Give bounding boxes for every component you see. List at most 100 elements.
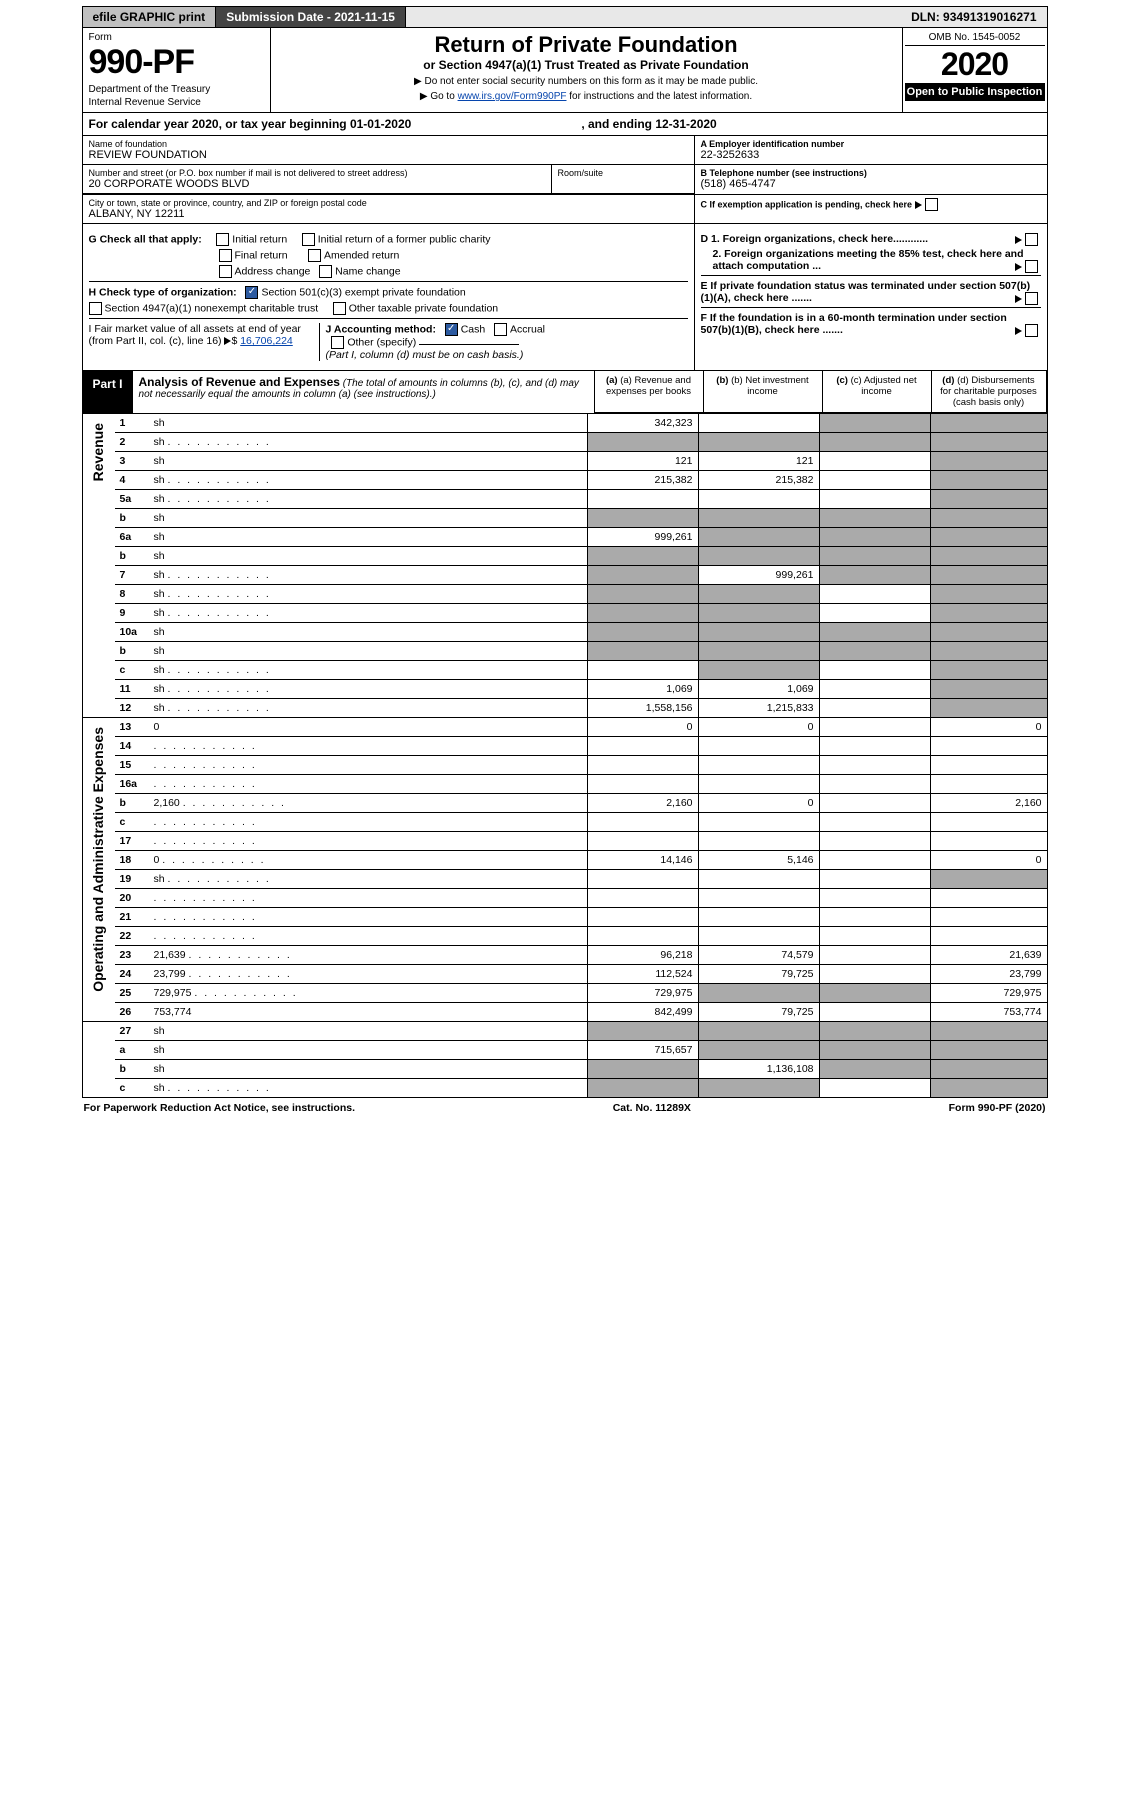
table-row: 20 (82, 889, 1047, 908)
table-row: 6ash999,261 (82, 528, 1047, 547)
info-name-row: Name of foundation REVIEW FOUNDATION A E… (82, 136, 1048, 165)
info-city-row: City or town, state or province, country… (82, 195, 1048, 224)
expenses-section-label: Operating and Administrative Expenses (88, 721, 108, 998)
tax-year: 2020 (905, 46, 1045, 83)
room-label: Room/suite (558, 168, 688, 178)
open-public: Open to Public Inspection (905, 83, 1045, 101)
section-h-title: H Check type of organization: (89, 286, 237, 298)
cb-initial-return[interactable] (216, 233, 229, 246)
table-row: ash715,657 (82, 1041, 1047, 1060)
goto-line: ▶ Go to www.irs.gov/Form990PF for instru… (277, 91, 896, 102)
cat-no: Cat. No. 11289X (613, 1102, 691, 1114)
table-row: 22 (82, 927, 1047, 946)
arrow-icon (1015, 327, 1022, 335)
part-1-title: Analysis of Revenue and Expenses (139, 375, 340, 389)
ein-value: 22-3252633 (701, 149, 1041, 161)
table-row: Operating and Administrative Expenses130… (82, 718, 1047, 737)
arrow-icon (1015, 263, 1022, 271)
cb-4947a1[interactable] (89, 302, 102, 315)
addr-value: 20 CORPORATE WOODS BLVD (89, 178, 545, 190)
city-label: City or town, state or province, country… (89, 198, 688, 208)
col-b-header: (b) (b) Net investment income (703, 371, 822, 413)
table-row: 26753,774842,49979,725753,774 (82, 1003, 1047, 1022)
cb-address-change[interactable] (219, 265, 232, 278)
form-title: Return of Private Foundation (277, 32, 896, 58)
table-row: bsh (82, 547, 1047, 566)
table-row: 11sh 1,0691,069 (82, 680, 1047, 699)
efile-print-button[interactable]: efile GRAPHIC print (83, 7, 217, 27)
cb-accrual[interactable] (494, 323, 507, 336)
city-value: ALBANY, NY 12211 (89, 208, 688, 220)
section-d2: 2. Foreign organizations meeting the 85%… (713, 248, 1024, 272)
table-row: bsh (82, 642, 1047, 661)
table-row: 12sh 1,558,1561,215,833 (82, 699, 1047, 718)
table-row: 3sh121121 (82, 452, 1047, 471)
tel-value: (518) 465-4747 (701, 178, 1041, 190)
table-row: Revenue1sh342,323 (82, 414, 1047, 433)
section-j-note: (Part I, column (d) must be on cash basi… (326, 349, 524, 361)
form-footer: Form 990-PF (2020) (949, 1102, 1046, 1114)
section-j-title: J Accounting method: (326, 323, 436, 335)
cb-other-taxable[interactable] (333, 302, 346, 315)
table-row: csh (82, 1079, 1047, 1098)
arrow-icon (915, 201, 922, 209)
ssn-warning: ▶ Do not enter social security numbers o… (277, 76, 896, 87)
section-f: F If the foundation is in a 60-month ter… (701, 312, 1007, 336)
form-url-link[interactable]: www.irs.gov/Form990PF (458, 91, 567, 102)
cb-f[interactable] (1025, 324, 1038, 337)
calendar-year-line: For calendar year 2020, or tax year begi… (82, 113, 1048, 136)
cb-name-change[interactable] (319, 265, 332, 278)
table-row: 25729,975 729,975729,975 (82, 984, 1047, 1003)
table-row: 4sh 215,382215,382 (82, 471, 1047, 490)
cb-501c3[interactable] (245, 286, 258, 299)
part-1-header: Part I Analysis of Revenue and Expenses … (82, 371, 1048, 414)
table-row: 21 (82, 908, 1047, 927)
table-row: c (82, 813, 1047, 832)
table-row: 9sh (82, 604, 1047, 623)
table-row: bsh (82, 509, 1047, 528)
fmv-link[interactable]: 16,706,224 (240, 335, 293, 347)
section-c-label: C If exemption application is pending, c… (701, 199, 913, 209)
arrow-icon (224, 337, 231, 345)
table-row: 27sh (82, 1022, 1047, 1041)
part-1-table: Revenue1sh342,3232sh 3sh1211214sh 215,38… (82, 414, 1048, 1098)
info-addr-row: Number and street (or P.O. box number if… (82, 165, 1048, 195)
cb-e[interactable] (1025, 292, 1038, 305)
form-label: Form (89, 32, 264, 43)
submission-date: Submission Date - 2021-11-15 (216, 7, 406, 27)
cb-d2[interactable] (1025, 260, 1038, 273)
cb-final-return[interactable] (219, 249, 232, 262)
name-label: Name of foundation (89, 139, 688, 149)
irs-label: Internal Revenue Service (89, 97, 264, 108)
cb-amended-return[interactable] (308, 249, 321, 262)
cb-initial-former[interactable] (302, 233, 315, 246)
table-row: csh (82, 661, 1047, 680)
col-a-header: (a) (a) Revenue and expenses per books (594, 371, 703, 413)
paperwork-notice: For Paperwork Reduction Act Notice, see … (84, 1102, 356, 1114)
checkbox-c[interactable] (925, 198, 938, 211)
table-row: b2,160 2,16002,160 (82, 794, 1047, 813)
table-row: 8sh (82, 585, 1047, 604)
table-row: 15 (82, 756, 1047, 775)
form-subtitle: or Section 4947(a)(1) Trust Treated as P… (277, 58, 896, 72)
table-row: 19sh (82, 870, 1047, 889)
form-header: Form 990-PF Department of the Treasury I… (82, 28, 1048, 113)
omb-number: OMB No. 1545-0052 (905, 30, 1045, 46)
arrow-icon (1015, 295, 1022, 303)
tel-label: B Telephone number (see instructions) (701, 168, 1041, 178)
dept-treasury: Department of the Treasury (89, 84, 264, 95)
cb-d1[interactable] (1025, 233, 1038, 246)
cb-other-method[interactable] (331, 336, 344, 349)
arrow-icon (1015, 236, 1022, 244)
table-row: 2423,799 112,52479,72523,799 (82, 965, 1047, 984)
col-c-header: (c) (c) Adjusted net income (822, 371, 931, 413)
section-e: E If private foundation status was termi… (701, 280, 1031, 304)
col-d-header: (d) (d) Disbursements for charitable pur… (931, 371, 1046, 413)
table-row: bsh1,136,108 (82, 1060, 1047, 1079)
table-row: 180 14,1465,1460 (82, 851, 1047, 870)
table-row: 14 (82, 737, 1047, 756)
section-d1: D 1. Foreign organizations, check here..… (701, 233, 929, 245)
table-row: 10ash (82, 623, 1047, 642)
cb-cash[interactable] (445, 323, 458, 336)
dln: DLN: 93491319016271 (901, 7, 1046, 27)
